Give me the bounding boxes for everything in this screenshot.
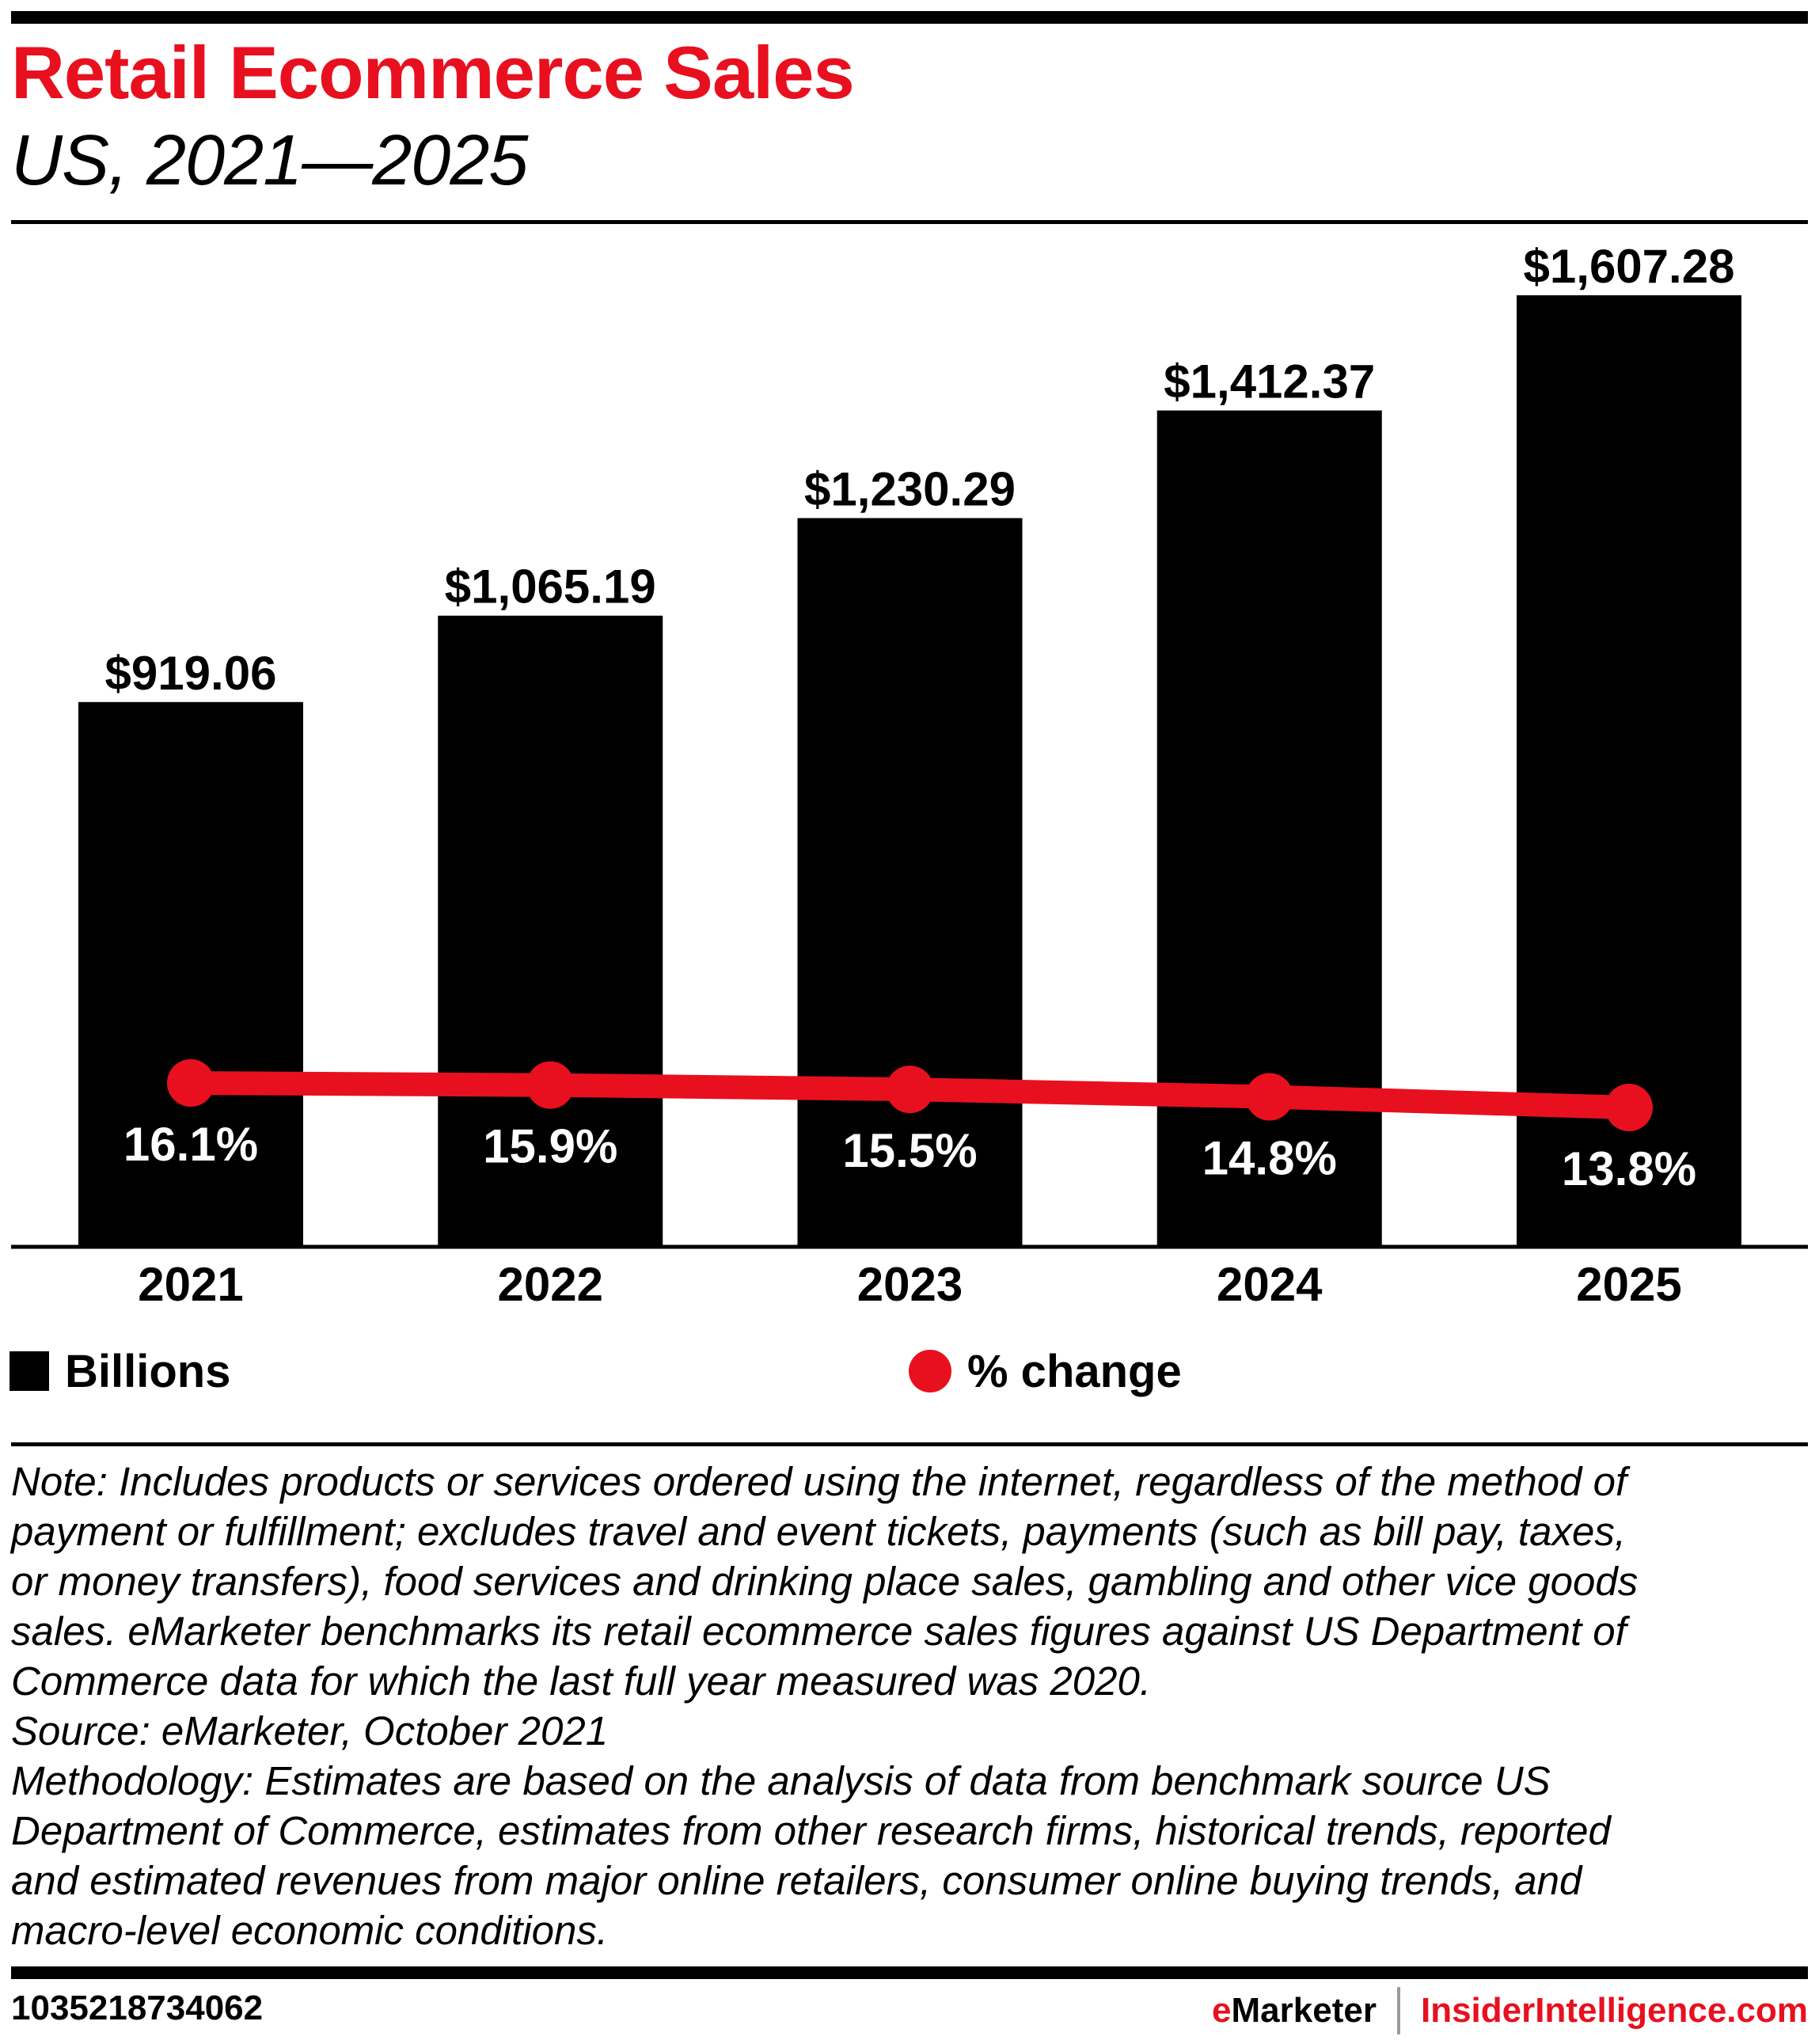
bar-value-label-2021: $919.06 xyxy=(105,647,277,700)
legend-item-pct-change: % change xyxy=(909,1345,1182,1397)
dot-swatch-icon xyxy=(909,1350,951,1392)
pct-change-label-2021: 16.1% xyxy=(123,1118,258,1171)
title-divider xyxy=(11,220,1808,224)
methodology-line: Methodology: Estimates are based on the … xyxy=(11,1758,1551,1803)
brand-logo-e: e xyxy=(1212,1991,1232,2030)
x-tick-label-2022: 2022 xyxy=(498,1258,603,1311)
pct-change-marker-2021 xyxy=(167,1059,215,1107)
note-line: payment or fulfillment; excludes travel … xyxy=(11,1509,1626,1554)
methodology-line: Department of Commerce, estimates from o… xyxy=(11,1808,1611,1853)
bar-2021 xyxy=(78,701,303,1245)
bar-swatch-icon xyxy=(9,1351,49,1391)
bar-value-label-2025: $1,607.28 xyxy=(1524,240,1735,293)
pct-change-marker-2022 xyxy=(526,1061,575,1109)
pct-change-label-2024: 14.8% xyxy=(1202,1132,1337,1185)
footer-brand: e Marketer InsiderIntelligence.com xyxy=(1212,1987,1808,2035)
x-tick-label-2025: 2025 xyxy=(1576,1258,1681,1311)
notes-divider xyxy=(11,1442,1808,1446)
note-line: Note: Includes products or services orde… xyxy=(11,1459,1627,1504)
pct-change-marker-2025 xyxy=(1605,1084,1653,1132)
note-line: Commerce data for which the last full ye… xyxy=(11,1658,1152,1704)
legend-label-pct-change: % change xyxy=(967,1345,1182,1397)
pct-change-label-2022: 15.9% xyxy=(483,1120,617,1173)
brand-site-link[interactable]: InsiderIntelligence.com xyxy=(1420,1991,1808,2030)
brand-logo-marketer: Marketer xyxy=(1231,1991,1377,2030)
bar-value-labels: $919.06 $1,065.19 $1,230.29 $1,412.37 $1,607… xyxy=(105,240,1735,700)
x-tick-label-2023: 2023 xyxy=(857,1258,963,1311)
bar-2023 xyxy=(797,518,1023,1245)
bar-value-label-2022: $1,065.19 xyxy=(445,560,656,614)
source-line: Source: eMarketer, October 2021 xyxy=(11,1708,609,1753)
x-axis-tick-labels: 2021 2022 2023 2024 2025 xyxy=(138,1258,1681,1311)
top-rule xyxy=(11,11,1808,24)
footer-rule xyxy=(11,1966,1808,1979)
x-tick-label-2024: 2024 xyxy=(1217,1258,1323,1311)
pct-change-markers xyxy=(167,1059,1653,1132)
note-line: or money transfers), food services and d… xyxy=(11,1559,1639,1604)
pct-change-marker-2023 xyxy=(886,1066,934,1114)
notes-block: Note: Includes products or services orde… xyxy=(11,1457,1816,1955)
chart-id: 1035218734062 xyxy=(11,1989,264,2027)
methodology-line: macro-level economic conditions. xyxy=(11,1908,608,1953)
bar-value-label-2023: $1,230.29 xyxy=(804,462,1016,515)
legend-label-billions: Billions xyxy=(65,1345,231,1397)
methodology-line: and estimated revenues from major online… xyxy=(11,1858,1582,1903)
chart-title: Retail Ecommerce Sales xyxy=(11,31,855,114)
pct-change-label-2025: 13.8% xyxy=(1562,1142,1696,1195)
legend-item-billions: Billions xyxy=(9,1345,231,1397)
brand-divider xyxy=(1396,1987,1400,2035)
bar-line-chart: $919.06 $1,065.19 $1,230.29 $1,412.37 $1,607… xyxy=(11,240,1808,1311)
note-line: sales. eMarketer benchmarks its retail e… xyxy=(11,1609,1627,1654)
pct-change-marker-2024 xyxy=(1245,1073,1293,1121)
chart-subtitle: US, 2021—2025 xyxy=(11,121,528,200)
pct-change-label-2023: 15.5% xyxy=(842,1124,977,1177)
bar-2022 xyxy=(438,615,663,1245)
bar-value-label-2024: $1,412.37 xyxy=(1164,355,1375,408)
x-tick-label-2021: 2021 xyxy=(138,1258,243,1311)
pct-change-labels: 16.1% 15.9% 15.5% 14.8% 13.8% xyxy=(123,1118,1696,1195)
